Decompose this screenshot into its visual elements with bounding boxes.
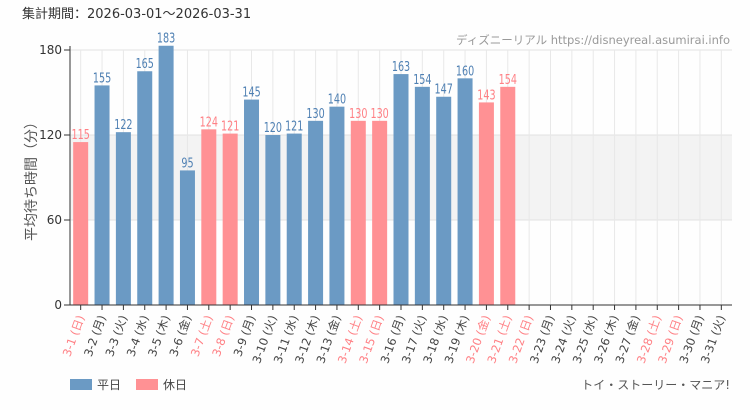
data-label: 140: [328, 91, 346, 107]
data-label: 130: [370, 105, 388, 121]
legend-swatch-weekday: [70, 379, 92, 390]
data-label: 183: [157, 30, 175, 46]
bar: [137, 71, 153, 305]
bar: [329, 106, 345, 306]
y-tick-label: 120: [39, 128, 62, 142]
bar: [201, 129, 217, 305]
y-axis-title: 平均待ち時間（分）: [24, 115, 40, 241]
bar: [393, 74, 409, 305]
data-label: 121: [285, 118, 303, 134]
bar: [414, 86, 430, 305]
bar: [372, 120, 388, 305]
bar: [350, 120, 366, 305]
bar: [308, 120, 324, 305]
bar: [94, 85, 110, 306]
data-label: 115: [72, 127, 90, 143]
data-label: 155: [93, 70, 111, 86]
bar: [265, 135, 281, 305]
bar: [436, 96, 452, 305]
period-label: 集計期間：2026-03-01～2026-03-31: [22, 6, 251, 22]
y-tick-label: 0: [54, 298, 62, 312]
bar: [500, 86, 516, 305]
data-label: 130: [349, 105, 367, 121]
data-label: 143: [477, 87, 495, 103]
data-label: 145: [242, 84, 260, 100]
y-tick-label: 180: [39, 43, 62, 57]
data-label: 154: [413, 71, 431, 87]
bar: [222, 133, 238, 305]
data-label: 121: [221, 118, 239, 134]
attraction-name: トイ・ストーリー・マニア!: [581, 378, 730, 392]
data-label: 122: [114, 117, 132, 133]
y-tick-label: 60: [47, 213, 62, 227]
data-label: 130: [306, 105, 324, 121]
data-label: 163: [392, 59, 410, 75]
bar: [244, 99, 260, 305]
data-label: 160: [456, 63, 474, 79]
bar: [158, 45, 174, 305]
bar: [457, 78, 473, 305]
legend-swatch-holiday: [136, 379, 158, 390]
bar: [286, 133, 302, 305]
bar: [115, 132, 131, 305]
site-credit: ディズニーリアル https://disneyreal.asumirai.inf…: [456, 33, 730, 47]
legend-label-holiday: 休日: [163, 378, 187, 392]
data-label: 147: [435, 81, 453, 97]
bar: [73, 142, 89, 305]
data-label: 154: [499, 71, 517, 87]
bar: [478, 102, 494, 306]
data-label: 120: [264, 119, 282, 135]
bar: [179, 170, 195, 305]
legend: 平日 休日: [70, 378, 187, 392]
legend-label-weekday: 平日: [97, 378, 121, 392]
data-label: 95: [181, 155, 193, 171]
data-label: 124: [200, 114, 218, 130]
data-label: 165: [136, 56, 154, 72]
